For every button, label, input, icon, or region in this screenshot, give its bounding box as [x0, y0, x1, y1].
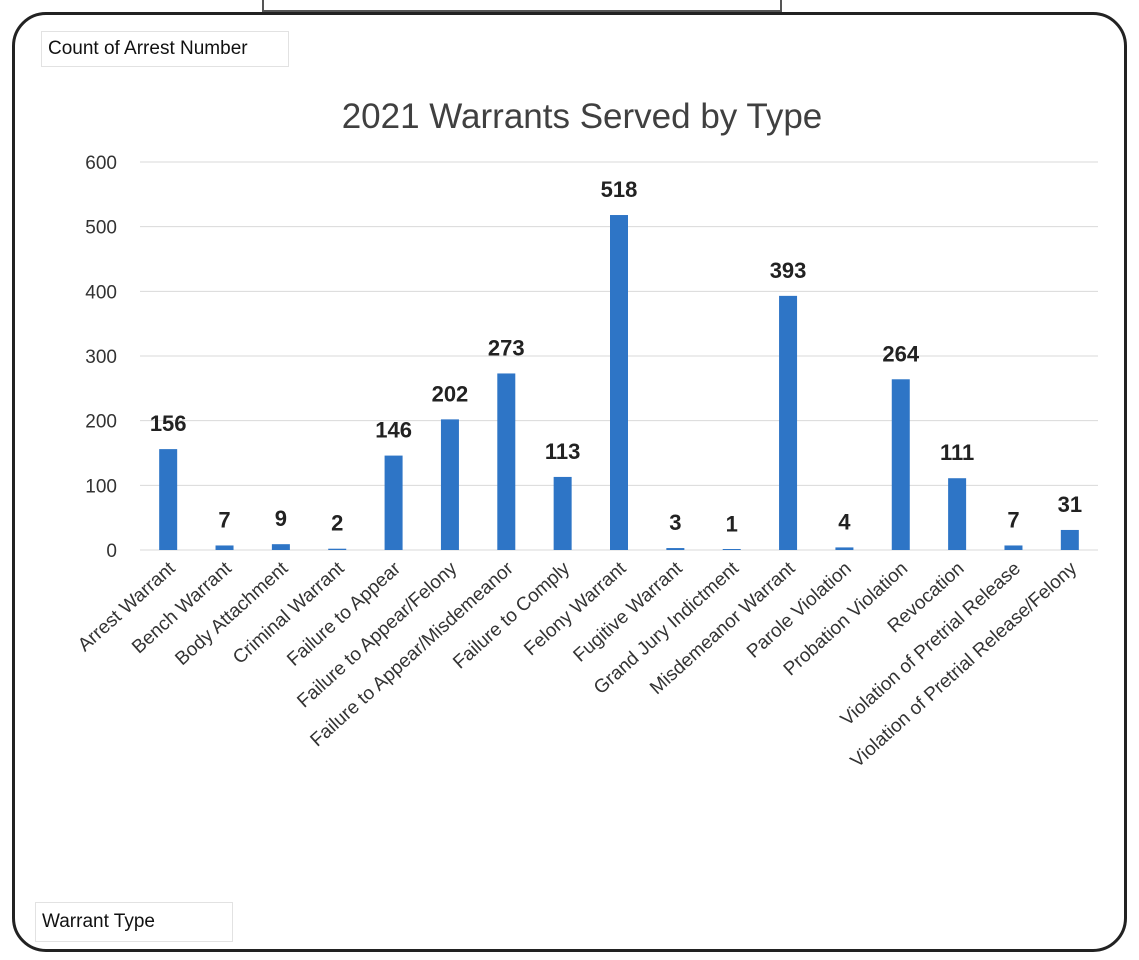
y-tick-label: 400 — [85, 282, 117, 303]
data-label: 31 — [1058, 492, 1082, 517]
bar — [328, 548, 347, 550]
y-tick-label: 300 — [85, 347, 117, 368]
bar — [666, 548, 685, 550]
data-label: 393 — [770, 258, 807, 283]
x-tick-label: Arrest Warrant — [74, 558, 180, 656]
y-tick-label: 200 — [85, 412, 117, 433]
bar — [497, 373, 516, 550]
bar — [440, 419, 459, 550]
bar — [159, 449, 178, 550]
bar — [610, 215, 628, 550]
data-label: 264 — [882, 341, 919, 366]
y-tick-label: 100 — [85, 476, 117, 497]
data-label: 113 — [545, 439, 581, 464]
data-label: 273 — [488, 335, 525, 360]
bar — [384, 455, 403, 550]
bars — [159, 215, 1079, 550]
data-label: 2 — [331, 511, 343, 536]
bar — [271, 544, 290, 550]
data-label: 4 — [838, 509, 851, 534]
y-tick-label: 500 — [85, 218, 117, 239]
y-tick-label: 600 — [85, 153, 117, 174]
data-label: 1 — [726, 511, 738, 536]
data-label: 518 — [601, 177, 638, 202]
bar — [779, 295, 798, 550]
data-label: 9 — [275, 506, 287, 531]
data-label: 7 — [1007, 507, 1019, 532]
bar — [891, 379, 910, 550]
data-label: 111 — [940, 440, 974, 465]
bar — [948, 478, 967, 550]
value-field-button[interactable]: Count of Arrest Number — [41, 31, 289, 67]
data-label: 156 — [150, 411, 187, 436]
x-tick-label: Failure to Appear/Misdemeanor — [307, 558, 519, 751]
bar — [835, 547, 854, 550]
axis-field-button[interactable]: Warrant Type — [35, 902, 233, 942]
bar — [215, 545, 234, 550]
bar — [1004, 545, 1023, 550]
data-label: 7 — [218, 507, 230, 532]
bar — [722, 549, 741, 550]
data-label: 202 — [432, 381, 469, 406]
y-tick-label: 0 — [106, 541, 117, 562]
x-tick-label: Bench Warrant — [128, 558, 236, 658]
data-label: 146 — [375, 418, 412, 443]
bar — [1060, 529, 1079, 550]
y-axis-ticks: 0 100 200 300 400 500 600 — [85, 153, 117, 562]
bar — [553, 476, 572, 550]
top-strip — [262, 0, 782, 12]
data-label: 3 — [669, 510, 681, 535]
chart-title: 2021 Warrants Served by Type — [342, 97, 823, 136]
